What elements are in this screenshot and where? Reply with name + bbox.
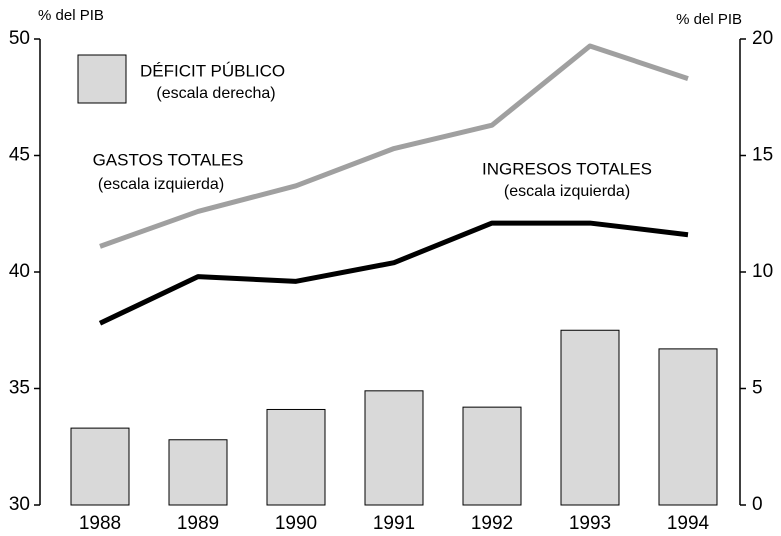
y-tick-label: 50 <box>9 28 30 49</box>
y-axis-label: % del PIB <box>38 7 104 24</box>
y-tick-label: 45 <box>9 145 30 166</box>
y2-tick-label: 20 <box>752 28 773 49</box>
y2-tick-label: 15 <box>752 145 773 166</box>
x-tick-label: 1991 <box>373 513 415 534</box>
y2-tick-label: 5 <box>752 378 763 399</box>
legend-label: DÉFICIT PÚBLICO <box>140 61 285 80</box>
y-tick-label: 35 <box>9 378 30 399</box>
line <box>98 220 689 326</box>
bar <box>266 408 326 506</box>
x-tick-label: 1993 <box>569 513 611 534</box>
legend-swatch <box>77 54 127 104</box>
bar <box>462 406 522 506</box>
line <box>99 43 689 249</box>
y-tick-label: 40 <box>9 261 30 282</box>
legend-label: GASTOS TOTALES <box>93 150 244 169</box>
bar <box>364 390 424 506</box>
legend-label: INGRESOS TOTALES <box>482 159 652 178</box>
bar <box>560 329 620 506</box>
legend-sublabel: (escala izquierda) <box>98 176 224 193</box>
x-tick-label: 1990 <box>275 513 317 534</box>
bar <box>658 348 718 506</box>
bar <box>168 439 228 506</box>
legend-sublabel: (escala derecha) <box>156 85 275 102</box>
x-tick-label: 1992 <box>471 513 513 534</box>
y2-axis-label: % del PIB <box>676 11 742 28</box>
y-tick-label: 30 <box>9 494 30 515</box>
y2-tick-label: 0 <box>752 494 763 515</box>
x-tick-label: 1994 <box>667 513 710 534</box>
x-tick-label: 1989 <box>177 513 219 534</box>
x-tick-label: 1988 <box>79 513 121 534</box>
y2-tick-label: 10 <box>752 261 773 282</box>
legend-sublabel: (escala izquierda) <box>504 183 630 200</box>
bar <box>70 427 130 506</box>
